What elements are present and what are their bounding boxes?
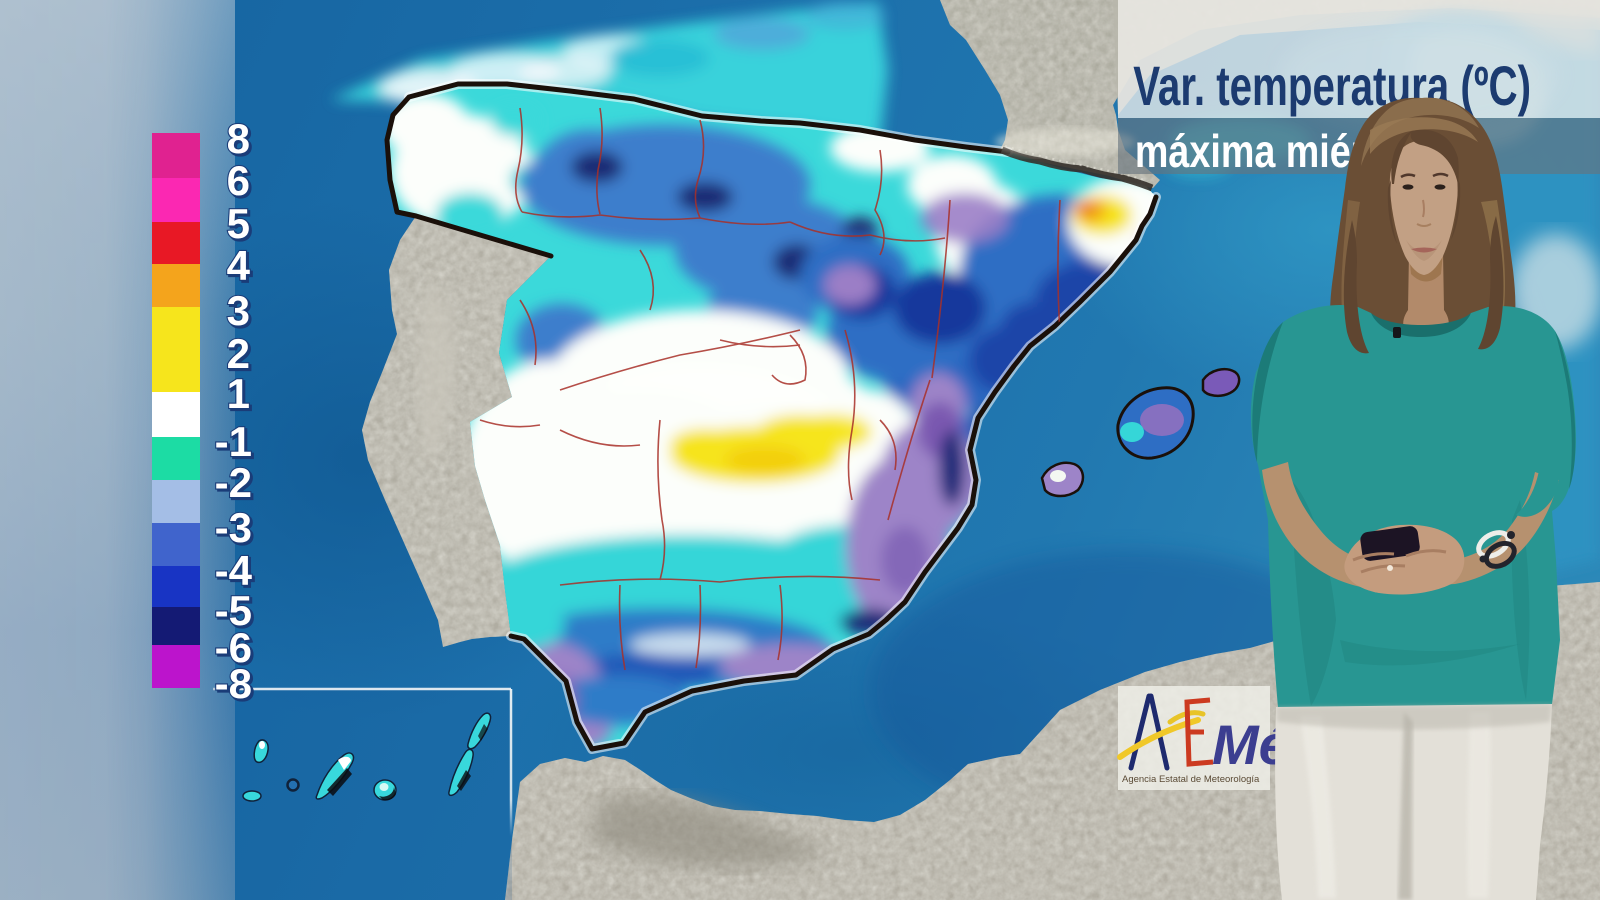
svg-text:-5: -5 bbox=[215, 587, 252, 634]
svg-text:1: 1 bbox=[227, 370, 250, 417]
svg-text:-6: -6 bbox=[215, 624, 252, 671]
svg-text:4: 4 bbox=[227, 242, 251, 289]
svg-text:3: 3 bbox=[227, 287, 250, 334]
svg-text:-3: -3 bbox=[215, 504, 252, 551]
svg-text:Agencia Estatal de Meteorologí: Agencia Estatal de Meteorología bbox=[1122, 774, 1260, 785]
svg-text:6: 6 bbox=[227, 157, 250, 204]
svg-text:5: 5 bbox=[227, 200, 250, 247]
svg-text:-1: -1 bbox=[215, 418, 252, 465]
svg-text:8: 8 bbox=[227, 115, 250, 162]
svg-text:-8: -8 bbox=[215, 660, 252, 707]
svg-text:2: 2 bbox=[227, 330, 250, 377]
svg-text:-4: -4 bbox=[215, 547, 253, 594]
svg-text:Var. temperatura (ºC): Var. temperatura (ºC) bbox=[1133, 56, 1531, 118]
svg-text:máxima miér: máxima miér bbox=[1135, 125, 1366, 176]
svg-text:-2: -2 bbox=[215, 459, 252, 506]
